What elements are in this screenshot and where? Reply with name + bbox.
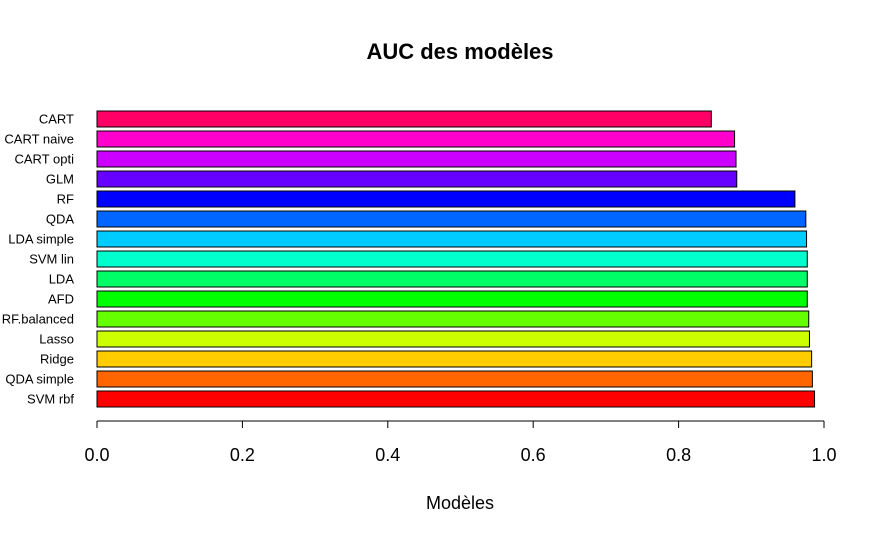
y-tick-label: QDA [46, 212, 75, 227]
bar-afd [96, 290, 808, 308]
bar-rf-balanced [96, 310, 810, 328]
y-tick-label: AFD [48, 292, 74, 307]
x-tick-label: 0.6 [521, 445, 546, 465]
bar-ridge [96, 350, 813, 368]
x-tick-label: 0.8 [666, 445, 691, 465]
y-tick-label: QDA simple [5, 372, 74, 387]
x-axis-label: Modèles [426, 493, 494, 513]
bar-cart [96, 110, 712, 128]
x-tick-label: 0.2 [230, 445, 255, 465]
bar-svm-lin [96, 250, 808, 268]
x-axis: 0.0 0.2 0.4 0.6 0.8 1.0 [84, 420, 837, 465]
x-tick-label: 0.4 [375, 445, 400, 465]
y-tick-label: CART opti [15, 152, 75, 167]
bar-cart-naive [96, 130, 736, 148]
bar-qda-simple [96, 370, 813, 388]
chart-title: AUC des modèles [366, 39, 553, 64]
bar-lda-simple [96, 230, 808, 248]
y-tick-label: CART [39, 112, 74, 127]
y-tick-label: RF.balanced [2, 312, 74, 327]
y-tick-label: SVM lin [29, 252, 74, 267]
bars-group [96, 110, 816, 408]
bar-cart-opti [96, 150, 737, 168]
y-tick-label: Lasso [39, 332, 74, 347]
y-tick-label: RF [57, 192, 74, 207]
bar-lda [96, 270, 808, 288]
y-tick-label: SVM rbf [27, 392, 74, 407]
x-tick-label: 1.0 [811, 445, 836, 465]
bar-rf [96, 190, 796, 208]
bar-svm-rbf [96, 390, 816, 408]
y-tick-label: GLM [46, 172, 74, 187]
bar-lasso [96, 330, 810, 348]
bar-qda [96, 210, 807, 228]
bar-glm [96, 170, 738, 188]
y-tick-label: Ridge [40, 352, 74, 367]
x-tick-label: 0.0 [84, 445, 109, 465]
y-tick-labels: CART CART naive CART opti GLM RF QDA LDA simpl… [2, 112, 75, 407]
y-tick-label: CART naive [4, 132, 74, 147]
y-tick-label: LDA [49, 272, 75, 287]
y-tick-label: LDA simple [8, 232, 74, 247]
